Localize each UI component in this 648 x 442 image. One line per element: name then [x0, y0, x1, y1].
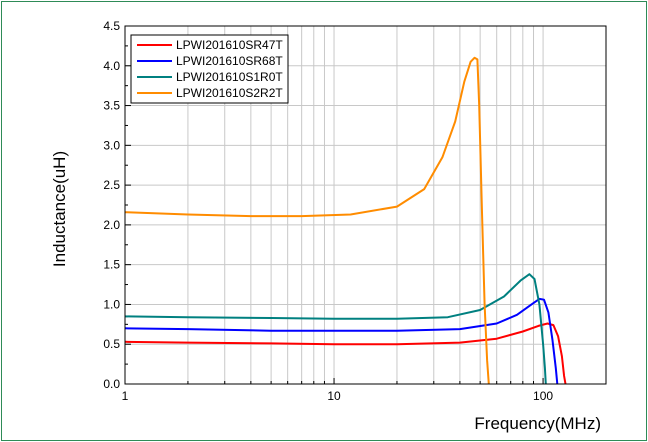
legend-label-2: LPWI201610SR68T: [176, 54, 283, 68]
x-tick-label: 100: [533, 389, 553, 403]
y-tick-label: 3.5: [103, 99, 120, 113]
x-tick-label: 10: [327, 389, 341, 403]
y-axis-title: Inductance(uH): [50, 151, 69, 267]
x-tick-label: 1: [122, 389, 129, 403]
legend-box: [130, 34, 289, 104]
legend-label-4: LPWI201610S2R2T: [176, 86, 283, 100]
series-line-3: [124, 273, 547, 385]
y-tick-label: 0.0: [103, 377, 120, 391]
plot-frame: [124, 25, 607, 385]
y-tick-label: 2.5: [103, 178, 120, 192]
legend-label-3: LPWI201610S1R0T: [176, 70, 283, 84]
y-tick-label: 1.0: [103, 297, 120, 311]
legend-label-1: LPWI201610SR47T: [176, 38, 283, 52]
series-line-2: [124, 297, 559, 385]
y-tick-label: 0.5: [103, 337, 120, 351]
y-tick-label: 4.5: [103, 19, 120, 33]
x-axis-title: Frequency(MHz): [474, 414, 601, 433]
y-tick-label: 2.0: [103, 218, 120, 232]
y-tick-label: 3.0: [103, 138, 120, 152]
series-line-1: [124, 322, 567, 385]
y-tick-label: 4.0: [103, 59, 120, 73]
y-tick-label: 1.5: [103, 258, 120, 272]
series-line-4: [124, 56, 490, 385]
